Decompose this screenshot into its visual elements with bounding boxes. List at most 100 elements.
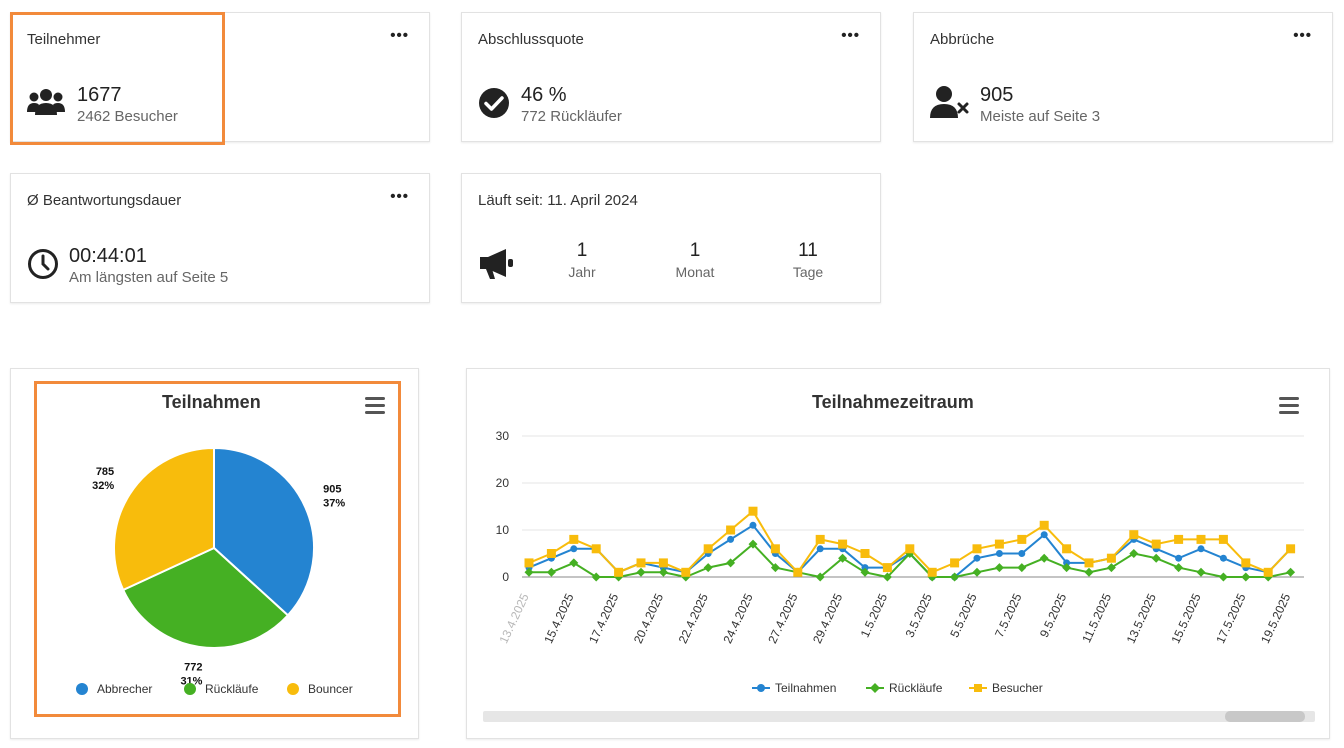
data-point (816, 545, 824, 553)
data-point (1040, 531, 1048, 539)
data-point (972, 567, 982, 577)
legend-item-bouncer[interactable]: Bouncer (287, 682, 353, 696)
card-laufzeit: Läuft seit: 11. April 2024 1 Jahr 1 Mona… (461, 173, 881, 303)
y-tick-label: 20 (496, 476, 510, 490)
data-point (1196, 534, 1206, 544)
data-point (1062, 544, 1072, 554)
data-point (569, 558, 579, 568)
chart-menu-button[interactable] (1279, 397, 1299, 419)
chart-scrollbar-thumb[interactable] (1225, 711, 1305, 722)
data-point (838, 539, 848, 549)
data-point (1018, 550, 1026, 557)
x-tick-label: 15.4.2025 (541, 591, 576, 646)
legend-label: Rückläufe (889, 681, 943, 695)
y-tick-label: 10 (496, 523, 510, 537)
stat-value: 1677 (77, 84, 122, 106)
users-icon (27, 88, 65, 121)
data-point (838, 553, 848, 563)
pie-data-label: 785 (96, 466, 114, 478)
stat-subtext: Meiste auf Seite 3 (980, 108, 1101, 125)
data-point (1106, 563, 1116, 573)
data-point (994, 563, 1004, 573)
data-point (1241, 558, 1251, 568)
data-point (950, 572, 960, 582)
legend-marker (866, 683, 884, 693)
megaphone-icon (478, 247, 514, 286)
legend-item-teilnahmen[interactable]: Teilnahmen (752, 681, 836, 695)
data-point (1218, 572, 1228, 582)
check-circle-icon (478, 87, 510, 124)
data-point (1174, 563, 1184, 573)
data-point (569, 534, 579, 544)
legend-marker (752, 684, 770, 692)
data-point (905, 544, 915, 554)
x-tick-label: 15.5.2025 (1168, 591, 1203, 646)
card-menu-button[interactable]: ••• (841, 27, 860, 44)
pie-percent-label: 32% (92, 480, 114, 492)
data-point (748, 506, 758, 516)
x-tick-label: 1.5.2025 (858, 591, 891, 640)
data-point (1196, 567, 1206, 577)
chart-scrollbar-track[interactable] (483, 711, 1315, 722)
data-point (973, 554, 981, 562)
legend-marker (184, 683, 196, 695)
data-point (726, 525, 736, 535)
card-teilnehmer: Teilnehmer ••• 1677 2462 Besucher (10, 12, 430, 142)
data-point (1286, 567, 1296, 577)
card-abschlussquote: Abschlussquote ••• 46 % 772 Rückläufer (461, 12, 881, 142)
data-point (882, 572, 892, 582)
card-menu-button[interactable]: ••• (1293, 27, 1312, 44)
data-point (727, 535, 735, 543)
x-tick-label: 27.4.2025 (765, 591, 800, 646)
legend-item-ruecklaeufe[interactable]: Rückläufe (184, 682, 258, 696)
legend-item-besucher[interactable]: Besucher (969, 681, 1043, 695)
pie-percent-label: 37% (323, 497, 345, 509)
data-point (1063, 559, 1071, 567)
data-point (681, 567, 691, 577)
clock-icon (27, 248, 59, 285)
x-tick-label: 19.5.2025 (1258, 591, 1293, 646)
pie-data-label: 905 (323, 483, 341, 495)
data-point (994, 539, 1004, 549)
pie-data-label: 772 (184, 662, 202, 674)
data-point (861, 564, 869, 572)
pie-slice (113, 446, 215, 592)
legend-label: Abbrecher (97, 682, 153, 696)
legend-marker (76, 683, 88, 695)
laufzeit-monat-value: 1 (689, 240, 701, 261)
legend-item-ruecklaeufe[interactable]: Rückläufe (866, 681, 942, 695)
data-point (658, 558, 668, 568)
card-menu-button[interactable]: ••• (390, 27, 409, 44)
card-title: Ø Beantwortungsdauer (27, 192, 182, 209)
laufzeit-monat-unit: Monat (675, 264, 715, 280)
pie-slice (121, 546, 290, 649)
data-point (570, 545, 578, 553)
hamburger-icon (365, 397, 385, 414)
stat-value: 00:44:01 (69, 245, 147, 267)
legend-label: Bouncer (308, 682, 353, 696)
data-point (927, 567, 937, 577)
card-title: Läuft seit: 11. April 2024 (478, 192, 638, 209)
x-tick-label: 9.5.2025 (1037, 591, 1070, 640)
hamburger-icon (1279, 397, 1299, 414)
y-tick-label: 30 (496, 429, 510, 443)
laufzeit-monat: 1 Monat (655, 240, 735, 280)
legend-item-abbrecher[interactable]: Abbrecher (76, 682, 152, 696)
laufzeit-jahr-value: 1 (576, 240, 588, 261)
data-point (748, 539, 758, 549)
card-menu-button[interactable]: ••• (390, 188, 409, 205)
data-point (793, 567, 803, 577)
data-point (726, 558, 736, 568)
user-times-icon (930, 85, 970, 124)
data-point (995, 550, 1003, 557)
data-point (658, 567, 668, 577)
data-point (815, 572, 825, 582)
laufzeit-tage-value: 11 (798, 240, 818, 261)
x-tick-label: 17.5.2025 (1213, 591, 1248, 646)
data-point (1151, 539, 1161, 549)
card-title: Abbrüche (930, 31, 995, 48)
legend-label: Rückläufe (205, 682, 259, 696)
chart-menu-button[interactable] (365, 397, 385, 419)
data-point (1084, 567, 1094, 577)
stat-value: 46 % (521, 84, 567, 106)
